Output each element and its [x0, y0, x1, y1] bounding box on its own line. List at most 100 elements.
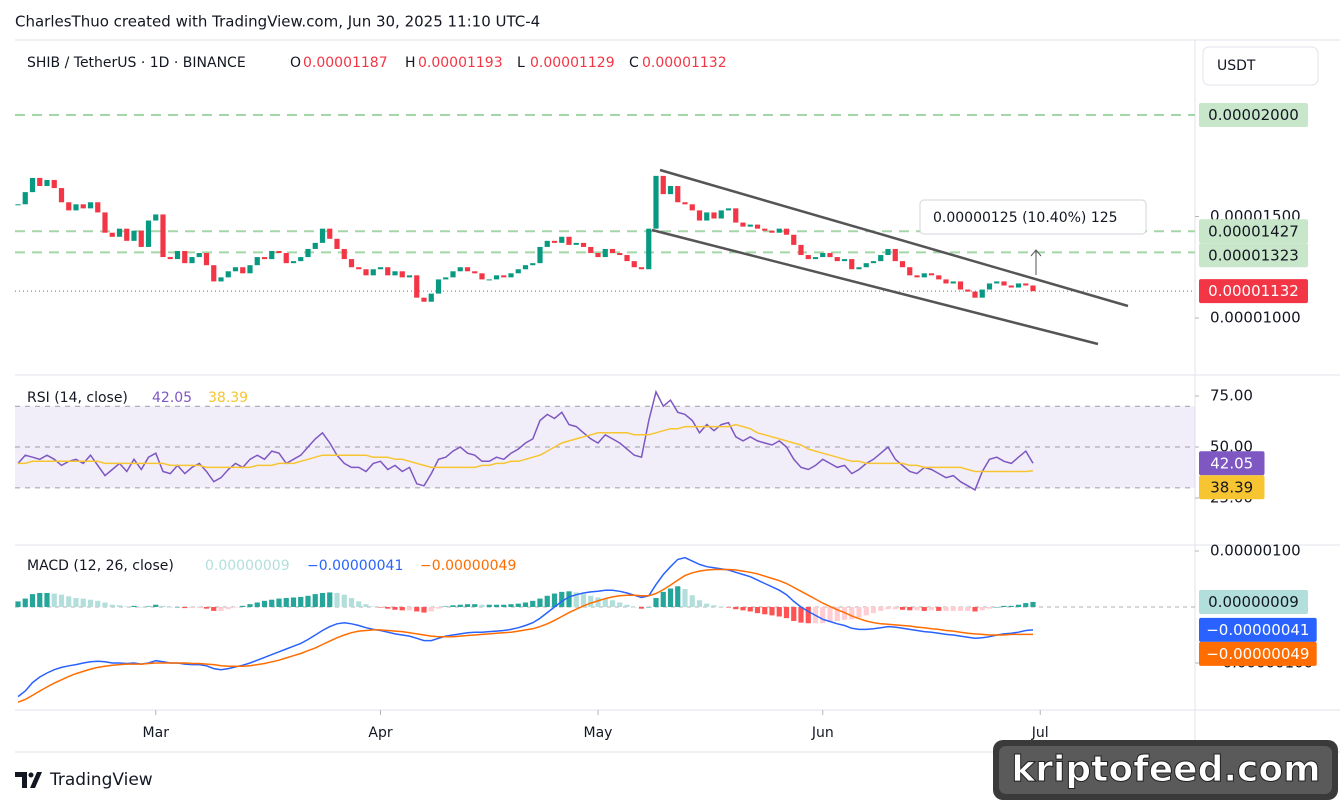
- macd-histogram-bar: [66, 596, 72, 607]
- candle: [464, 267, 471, 272]
- axis-value-box: [1199, 617, 1317, 642]
- channel-lower: [651, 228, 1099, 346]
- macd-histogram-bar: [196, 606, 202, 609]
- candle: [544, 240, 550, 247]
- channel-upper: [659, 168, 1129, 308]
- macd-histogram-bar: [211, 606, 217, 611]
- ohlc-label: O: [290, 55, 301, 71]
- ohlc-value: 0.00001193: [418, 55, 503, 71]
- indicator-value: 38.39: [208, 390, 248, 406]
- candle: [696, 210, 703, 221]
- ohlc-label: C: [629, 55, 639, 71]
- macd-histogram-bar: [1023, 603, 1029, 607]
- candle: [312, 242, 318, 249]
- macd-histogram-bar: [573, 592, 579, 607]
- candle: [602, 248, 608, 258]
- candle: [573, 242, 579, 245]
- candle: [849, 259, 855, 270]
- currency-button[interactable]: [1202, 46, 1319, 86]
- macd-histogram-bar: [131, 605, 137, 607]
- macd-histogram-bar: [73, 598, 79, 607]
- macd-histogram-bar: [892, 606, 898, 610]
- candle: [812, 257, 819, 260]
- macd-histogram-bar: [994, 606, 1000, 608]
- macd-histogram-bar: [225, 606, 231, 610]
- candle: [660, 175, 666, 195]
- candle: [138, 230, 144, 247]
- ohlc-value: 0.00001187: [303, 55, 388, 71]
- macd-histogram-bar: [29, 594, 36, 607]
- candle: [675, 186, 681, 203]
- macd-histogram-bar: [718, 606, 724, 607]
- x-tick-label: Jun: [811, 725, 834, 741]
- candle: [356, 267, 362, 270]
- macd-histogram-bar: [457, 604, 463, 607]
- axis-value-box: [1199, 641, 1317, 666]
- candle: [406, 275, 413, 278]
- macd-histogram-bar: [899, 606, 906, 610]
- macd-histogram-bar: [290, 597, 297, 607]
- macd-histogram-bar: [682, 589, 688, 607]
- candle: [153, 214, 159, 221]
- candle: [747, 224, 753, 227]
- candle: [972, 291, 978, 298]
- macd-histogram-bar: [363, 604, 369, 607]
- macd-histogram-bar: [501, 604, 507, 607]
- macd-histogram-bar: [856, 606, 862, 618]
- macd-histogram-bar: [624, 604, 630, 607]
- candle: [254, 257, 260, 266]
- candle: [856, 267, 862, 270]
- currency-label[interactable]: USDT: [1217, 58, 1256, 74]
- candle: [174, 250, 181, 260]
- candle: [334, 238, 340, 249]
- macd-histogram-bar: [472, 604, 478, 607]
- candle: [131, 230, 137, 241]
- candle: [276, 250, 282, 254]
- macd-histogram-bar: [443, 606, 449, 607]
- candle: [443, 277, 449, 280]
- candle: [240, 267, 246, 274]
- candle: [109, 232, 115, 237]
- candle: [878, 255, 884, 262]
- candle: [479, 273, 485, 280]
- macd-histogram-bar: [428, 606, 434, 612]
- candle: [211, 265, 217, 282]
- x-tick-label: Jul: [1031, 725, 1049, 741]
- axis-value-label: 0.00001323: [1208, 246, 1299, 264]
- candle: [595, 253, 601, 258]
- macd-histogram-bar: [124, 606, 130, 607]
- axis-value-label: 0.00000009: [1208, 593, 1299, 611]
- macd-histogram-bar: [203, 606, 210, 609]
- candle: [870, 261, 877, 264]
- candle: [653, 175, 659, 229]
- candle: [979, 289, 985, 298]
- candle: [559, 236, 565, 243]
- axis-value-label: 38.39: [1210, 478, 1253, 496]
- candle: [472, 271, 478, 274]
- macd-histogram-bar: [298, 596, 304, 607]
- candle: [718, 210, 724, 219]
- y-tick-label: 50.00: [1210, 438, 1253, 456]
- indicator-value: −0.00000041: [307, 558, 403, 574]
- candle: [319, 228, 326, 243]
- candle: [943, 279, 949, 284]
- indicator-title: MACD (12, 26, close): [27, 558, 174, 574]
- indicator-value: 0.00000009: [205, 558, 290, 574]
- macd-histogram-bar: [479, 604, 485, 607]
- axis-value-label: −0.00000049: [1206, 645, 1309, 663]
- macd-histogram-bar: [51, 593, 57, 607]
- macd-histogram-bar: [334, 592, 340, 607]
- indicator-value: −0.00000049: [420, 558, 516, 574]
- candle: [225, 271, 231, 278]
- macd-histogram-bar: [776, 606, 782, 617]
- macd-histogram-bar: [392, 606, 398, 610]
- macd-histogram-bar: [1030, 601, 1036, 607]
- candle: [305, 248, 311, 258]
- axis-value-box: [1199, 279, 1308, 304]
- macd-line: [17, 568, 1033, 703]
- macd-histogram-bar: [704, 603, 710, 607]
- candle: [798, 244, 804, 256]
- axis-value-box: [1199, 475, 1265, 500]
- x-tick-label: Apr: [368, 725, 392, 741]
